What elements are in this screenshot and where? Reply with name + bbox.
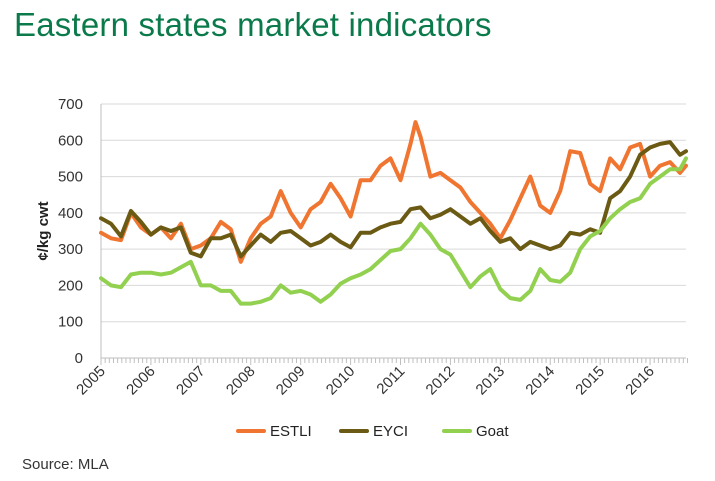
x-tick-2009: 2009: [273, 363, 309, 399]
series-line-goat: [99, 156, 688, 306]
x-tick-2015: 2015: [572, 363, 608, 399]
series-line-eyci: [99, 140, 688, 259]
x-tick-2013: 2013: [473, 363, 509, 399]
y-tick-100: 100: [58, 314, 83, 331]
y-tick-700: 700: [58, 96, 83, 113]
x-tick-2011: 2011: [373, 363, 408, 398]
y-tick-labels: 0 100 200 300 400 500 600 700: [58, 96, 83, 367]
x-tick-2012: 2012: [423, 363, 459, 399]
x-tick-2008: 2008: [223, 363, 259, 399]
gridlines: [101, 103, 686, 323]
legend-label-estli: ESTLI: [270, 423, 312, 440]
legend-label-goat: Goat: [476, 423, 509, 440]
series-line-estli: [99, 120, 688, 264]
x-tick-labels: 2005 2006 2007 2008 2009 2010 2011 2012 2013 2014…: [73, 363, 658, 399]
x-tick-2014: 2014: [522, 363, 558, 399]
y-tick-600: 600: [58, 132, 83, 149]
x-tick-2007: 2007: [173, 363, 209, 399]
series-lines: [99, 120, 688, 306]
y-tick-0: 0: [75, 350, 83, 367]
y-tick-200: 200: [58, 277, 83, 294]
y-tick-500: 500: [58, 169, 83, 186]
x-tick-2006: 2006: [123, 363, 159, 399]
y-tick-400: 400: [58, 205, 83, 222]
y-axis-label: ¢/kg cwt: [35, 201, 52, 260]
legend: ESTLI EYCI Goat: [236, 423, 509, 440]
legend-label-eyci: EYCI: [373, 423, 408, 440]
x-tick-2010: 2010: [323, 363, 359, 399]
source-note: Source: MLA: [22, 456, 109, 473]
x-tick-2016: 2016: [622, 363, 658, 399]
chart-title: Eastern states market indicators: [14, 6, 492, 43]
x-tick-2005: 2005: [73, 363, 109, 399]
y-tick-300: 300: [58, 241, 83, 258]
axes: [100, 104, 688, 365]
